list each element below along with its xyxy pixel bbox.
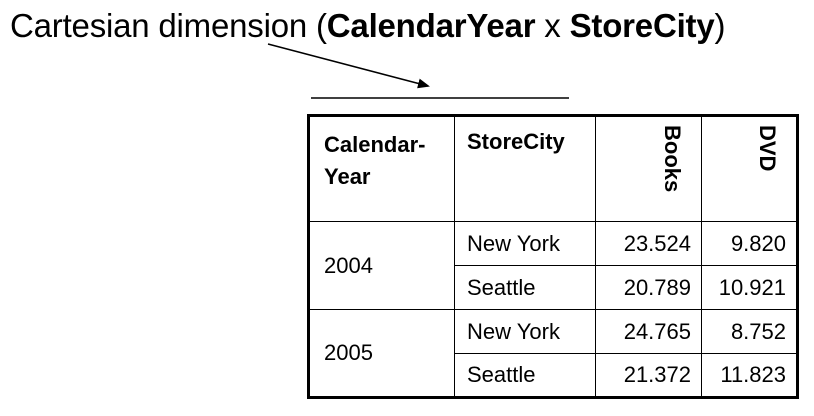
table-row: 2004 New York 23.524 9.820 [308,221,798,310]
header-books-cell: Books [595,115,702,222]
header-store-city: StoreCity [454,115,596,222]
table-row: Seattle 21.372 11.823 [309,353,798,398]
city-cell: New York [454,309,596,354]
year-cell: 2004 [308,221,455,310]
city-cell: Seattle [454,353,596,398]
pointer-arrow [267,43,430,89]
diagram-title: Cartesian dimension (CalendarYear x Stor… [10,6,725,46]
books-value: 20.789 [595,265,702,310]
year-cell: 2005 [308,309,455,398]
title-dimension-store-city: StoreCity [569,7,715,44]
header-calendar-year: Calendar-Year [308,115,455,222]
header-dvd-cell: DVD [701,115,798,222]
city-cell: Seattle [454,265,596,310]
table-row: Seattle 20.789 10.921 [309,265,798,310]
header-row: Calendar-Year StoreCity Books DVD [308,115,798,222]
books-value: 24.765 [595,309,702,354]
header-dvd: DVD [755,125,780,172]
title-separator: x [535,7,570,44]
header-books: Books [660,125,685,193]
title-prefix: Cartesian dimension ( [10,7,327,44]
dvd-value: 10.921 [701,265,798,310]
city-cell: New York [454,221,596,266]
title-dimension-calendar-year: CalendarYear [326,7,536,44]
table-row: 2005 New York 24.765 8.752 [308,309,798,398]
dvd-value: 9.820 [701,221,798,266]
dvd-value: 11.823 [701,353,798,398]
books-value: 21.372 [595,353,702,398]
cube-table: Calendar-Year StoreCity Books DVD 2004 N… [307,114,799,399]
books-value: 23.524 [595,221,702,266]
dvd-value: 8.752 [701,309,798,354]
title-suffix: ) [714,7,726,44]
